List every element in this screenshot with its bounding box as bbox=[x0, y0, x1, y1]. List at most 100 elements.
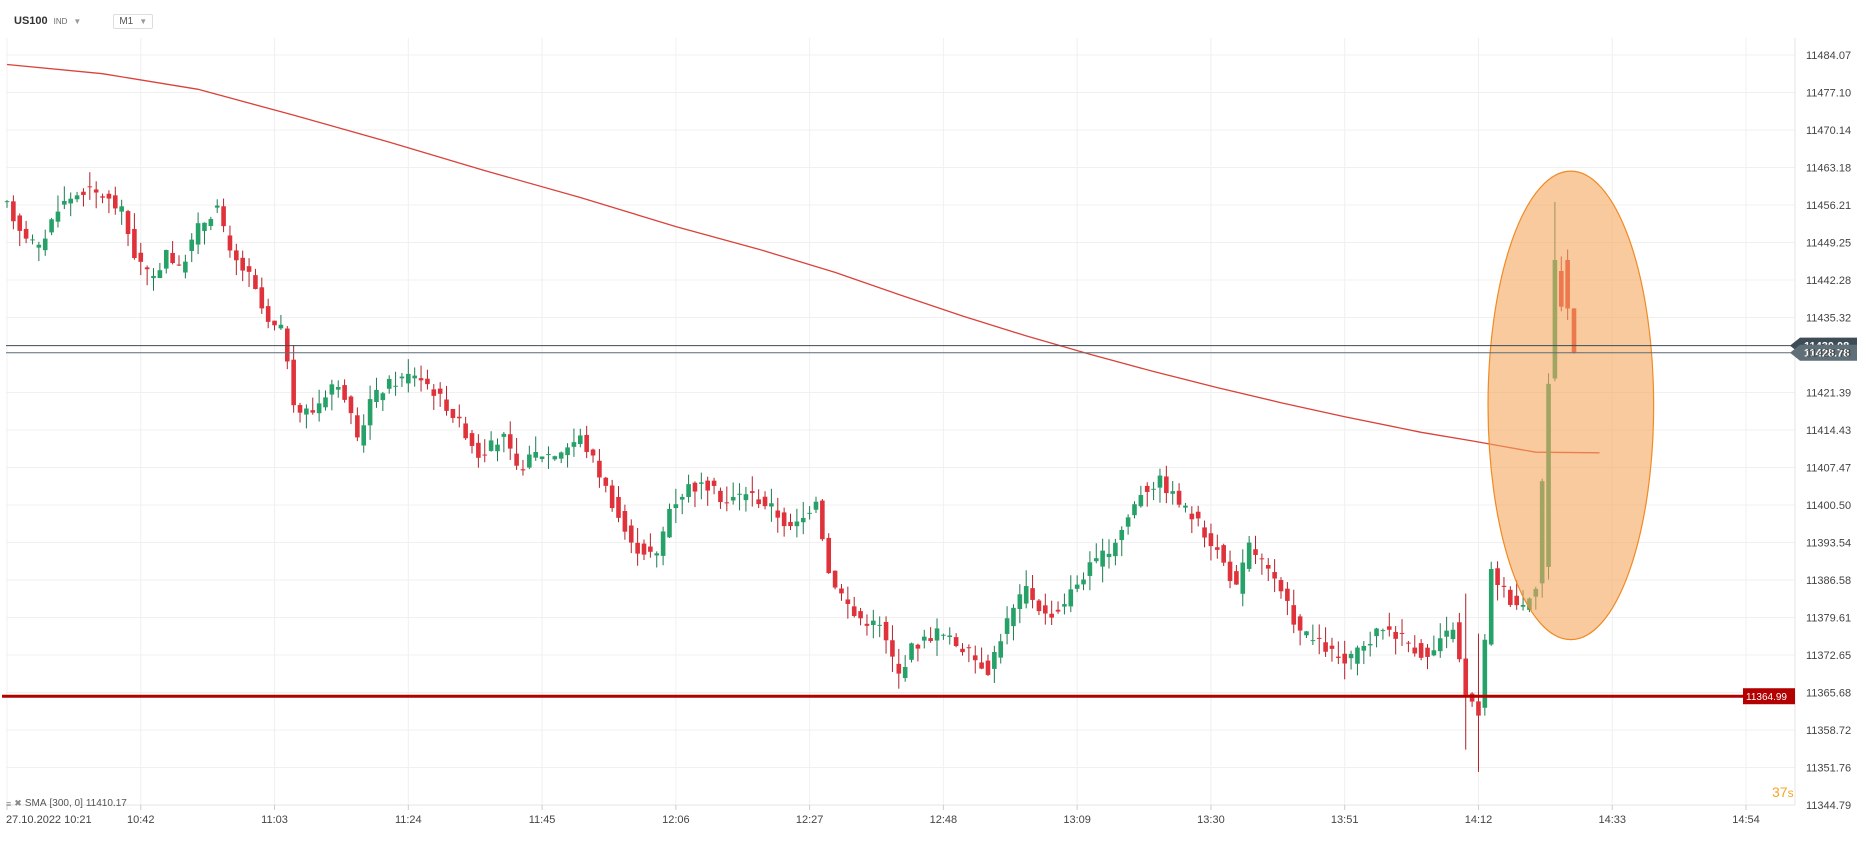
candle-body bbox=[1291, 605, 1297, 625]
candle-body bbox=[699, 482, 704, 484]
timeframe-select[interactable]: M1 ▼ bbox=[113, 13, 154, 29]
symbol-label[interactable]: US100 bbox=[14, 15, 48, 27]
candle bbox=[482, 439, 488, 463]
candle-body bbox=[272, 320, 277, 326]
candle-body bbox=[737, 493, 742, 495]
candle bbox=[1043, 593, 1048, 625]
chevron-down-icon[interactable]: ▼ bbox=[73, 16, 82, 26]
candles-layer bbox=[4, 172, 1577, 772]
candle bbox=[74, 191, 80, 203]
candle-body bbox=[953, 637, 959, 647]
candle-body bbox=[762, 496, 768, 507]
candle-body bbox=[915, 644, 921, 649]
close-icon[interactable]: ✖ bbox=[14, 798, 22, 808]
candle-body bbox=[316, 403, 322, 414]
candle-body bbox=[119, 206, 124, 212]
candle bbox=[1355, 645, 1360, 676]
candle bbox=[418, 365, 424, 392]
candle bbox=[692, 481, 698, 508]
candle bbox=[17, 213, 23, 246]
candle bbox=[909, 642, 914, 663]
candle bbox=[711, 477, 717, 495]
candle-body bbox=[635, 542, 640, 554]
time-tick-label: 12:48 bbox=[930, 814, 958, 826]
candle bbox=[1074, 575, 1080, 593]
candle bbox=[546, 446, 551, 469]
candle bbox=[291, 345, 296, 413]
candle-body bbox=[450, 408, 456, 418]
price-tick-label: 11463.18 bbox=[1806, 162, 1851, 174]
candle bbox=[998, 633, 1004, 664]
market-type-label: IND bbox=[53, 16, 68, 26]
candle-body bbox=[1272, 572, 1277, 579]
candle bbox=[743, 486, 749, 512]
candle-body bbox=[1329, 645, 1335, 649]
candle-body bbox=[533, 451, 539, 458]
candle-body bbox=[100, 196, 105, 198]
candle bbox=[839, 583, 844, 601]
candle bbox=[1183, 502, 1188, 513]
candle-body bbox=[444, 399, 449, 411]
candle-body bbox=[1374, 628, 1379, 637]
candle bbox=[1323, 627, 1328, 657]
candle bbox=[1113, 538, 1118, 566]
candle-body bbox=[112, 195, 118, 209]
candle-body bbox=[1062, 604, 1067, 607]
support-tag-label: 11364.99 bbox=[1746, 692, 1787, 703]
sma-line bbox=[6, 63, 1600, 454]
price-tick-label: 11365.68 bbox=[1806, 688, 1851, 700]
candle-body bbox=[304, 408, 309, 415]
candle-body bbox=[743, 494, 749, 501]
candle-body bbox=[1240, 562, 1246, 594]
candle bbox=[1068, 575, 1074, 613]
candle-body bbox=[972, 655, 978, 661]
time-tick-label: 10:42 bbox=[127, 814, 155, 826]
candle bbox=[1380, 628, 1386, 640]
candle bbox=[1476, 633, 1481, 772]
candle bbox=[183, 254, 188, 279]
time-tick-label: 13:51 bbox=[1331, 814, 1359, 826]
price-tick-label: 11407.47 bbox=[1806, 462, 1851, 474]
candle bbox=[673, 488, 679, 524]
candle bbox=[820, 498, 825, 542]
candle-body bbox=[412, 375, 417, 379]
candle bbox=[654, 551, 660, 568]
candle bbox=[1240, 549, 1246, 607]
settings-icon[interactable]: ≡ bbox=[6, 798, 12, 809]
candle-body bbox=[654, 553, 660, 556]
candle bbox=[81, 188, 86, 207]
candle bbox=[686, 474, 691, 503]
candle bbox=[507, 421, 513, 460]
candle-body bbox=[1189, 513, 1195, 520]
candle-body bbox=[807, 512, 812, 514]
candle-body bbox=[660, 531, 666, 556]
candle-body bbox=[1495, 568, 1500, 585]
candle bbox=[1501, 576, 1507, 598]
candle-body bbox=[1310, 640, 1316, 642]
candle bbox=[93, 181, 99, 209]
candle-body bbox=[138, 252, 144, 262]
candle bbox=[100, 193, 105, 204]
candle-body bbox=[928, 638, 933, 641]
candle-body bbox=[1278, 580, 1284, 592]
candle bbox=[189, 233, 195, 263]
time-axis: 27.10.2022 10:21 10:42 11:03 11:24 11:45 12:0… bbox=[6, 805, 1760, 826]
candle bbox=[163, 249, 169, 274]
countdown-value: 37 bbox=[1772, 784, 1788, 800]
candle bbox=[1412, 635, 1418, 657]
candle-body bbox=[323, 397, 328, 408]
candle-body bbox=[1170, 491, 1176, 494]
candle-body bbox=[597, 460, 602, 478]
candle bbox=[399, 372, 405, 387]
candle bbox=[578, 428, 583, 448]
time-tick-label: 14:12 bbox=[1465, 814, 1493, 826]
candle bbox=[1463, 593, 1469, 750]
candle-body bbox=[1100, 550, 1105, 567]
candle bbox=[520, 459, 526, 476]
candle-body bbox=[1081, 579, 1086, 585]
candle-body bbox=[240, 257, 245, 271]
candle bbox=[456, 404, 462, 428]
candle-body bbox=[297, 405, 303, 413]
